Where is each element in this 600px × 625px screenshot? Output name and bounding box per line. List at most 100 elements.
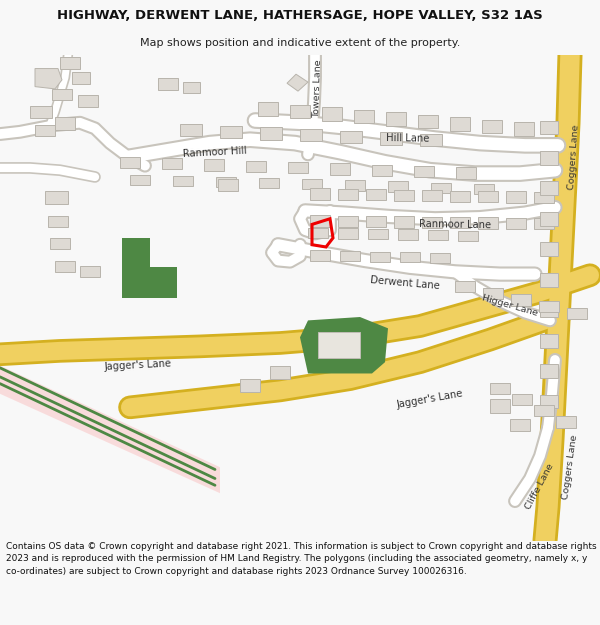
Polygon shape xyxy=(180,124,202,136)
Polygon shape xyxy=(478,191,498,202)
Polygon shape xyxy=(45,191,68,204)
Text: Hill Lane: Hill Lane xyxy=(386,133,430,144)
Polygon shape xyxy=(72,72,90,84)
Polygon shape xyxy=(259,178,279,188)
Polygon shape xyxy=(78,94,98,107)
Polygon shape xyxy=(55,117,75,129)
Polygon shape xyxy=(540,242,558,256)
Polygon shape xyxy=(173,176,193,186)
Polygon shape xyxy=(260,127,282,140)
Polygon shape xyxy=(386,112,406,126)
Polygon shape xyxy=(322,107,342,121)
Polygon shape xyxy=(400,252,420,262)
Polygon shape xyxy=(258,102,278,116)
Polygon shape xyxy=(380,132,402,145)
Polygon shape xyxy=(218,179,238,191)
Text: Towers Lane: Towers Lane xyxy=(313,59,323,118)
Polygon shape xyxy=(35,125,55,136)
Polygon shape xyxy=(539,301,559,312)
Polygon shape xyxy=(130,175,150,185)
Polygon shape xyxy=(388,181,408,192)
Polygon shape xyxy=(430,253,450,262)
Polygon shape xyxy=(540,334,558,348)
Polygon shape xyxy=(318,332,360,357)
Polygon shape xyxy=(300,317,388,374)
Polygon shape xyxy=(60,58,80,69)
Polygon shape xyxy=(183,82,200,93)
Polygon shape xyxy=(394,216,414,227)
Polygon shape xyxy=(216,177,236,187)
Polygon shape xyxy=(204,159,224,171)
Polygon shape xyxy=(310,251,330,261)
Polygon shape xyxy=(422,217,442,228)
Polygon shape xyxy=(340,131,362,143)
Polygon shape xyxy=(456,168,476,179)
Polygon shape xyxy=(418,115,438,128)
Polygon shape xyxy=(455,281,475,292)
Polygon shape xyxy=(338,216,358,227)
Polygon shape xyxy=(556,416,576,428)
Polygon shape xyxy=(372,165,392,176)
Polygon shape xyxy=(534,218,554,229)
Polygon shape xyxy=(345,181,365,191)
Polygon shape xyxy=(474,184,494,194)
Text: Cliffe Lane: Cliffe Lane xyxy=(524,462,556,511)
Text: Higger Lane: Higger Lane xyxy=(481,294,539,318)
Polygon shape xyxy=(120,157,140,168)
Polygon shape xyxy=(338,189,358,200)
Text: HIGHWAY, DERWENT LANE, HATHERSAGE, HOPE VALLEY, S32 1AS: HIGHWAY, DERWENT LANE, HATHERSAGE, HOPE … xyxy=(57,9,543,22)
Polygon shape xyxy=(482,120,502,133)
Polygon shape xyxy=(394,189,414,201)
Polygon shape xyxy=(270,366,290,379)
Polygon shape xyxy=(162,158,182,169)
Polygon shape xyxy=(287,74,308,91)
Polygon shape xyxy=(0,366,220,493)
Polygon shape xyxy=(431,182,451,192)
Polygon shape xyxy=(567,308,587,319)
Polygon shape xyxy=(540,151,558,164)
Polygon shape xyxy=(122,238,177,298)
Text: Map shows position and indicative extent of the property.: Map shows position and indicative extent… xyxy=(140,38,460,48)
Text: Contains OS data © Crown copyright and database right 2021. This information is : Contains OS data © Crown copyright and d… xyxy=(6,542,596,576)
Polygon shape xyxy=(220,126,242,138)
Polygon shape xyxy=(510,419,530,431)
Polygon shape xyxy=(48,216,68,227)
Polygon shape xyxy=(534,405,554,416)
Polygon shape xyxy=(35,69,62,89)
Polygon shape xyxy=(55,261,75,272)
Polygon shape xyxy=(354,110,374,124)
Polygon shape xyxy=(370,251,390,262)
Polygon shape xyxy=(506,191,526,202)
Polygon shape xyxy=(338,228,358,239)
Text: Jagger's Lane: Jagger's Lane xyxy=(396,389,464,410)
Polygon shape xyxy=(308,228,328,238)
Polygon shape xyxy=(450,191,470,202)
Polygon shape xyxy=(30,106,52,118)
Polygon shape xyxy=(450,217,470,228)
Polygon shape xyxy=(240,379,260,391)
Polygon shape xyxy=(490,382,510,394)
Polygon shape xyxy=(540,181,558,195)
Polygon shape xyxy=(50,238,70,249)
Polygon shape xyxy=(478,217,498,229)
Polygon shape xyxy=(450,118,470,131)
Polygon shape xyxy=(300,129,322,141)
Polygon shape xyxy=(290,105,310,119)
Polygon shape xyxy=(366,216,386,227)
Polygon shape xyxy=(368,229,388,239)
Polygon shape xyxy=(80,266,100,278)
Polygon shape xyxy=(540,395,558,409)
Text: Ranmoor Lane: Ranmoor Lane xyxy=(419,219,491,230)
Polygon shape xyxy=(483,288,503,299)
Text: Coggers Lane: Coggers Lane xyxy=(567,124,581,189)
Text: Coggers Lane: Coggers Lane xyxy=(561,434,579,500)
Polygon shape xyxy=(428,230,448,240)
Polygon shape xyxy=(422,190,442,201)
Polygon shape xyxy=(366,189,386,201)
Polygon shape xyxy=(330,163,350,175)
Polygon shape xyxy=(512,394,532,405)
Polygon shape xyxy=(340,251,360,261)
Polygon shape xyxy=(490,399,510,413)
Polygon shape xyxy=(540,364,558,378)
Polygon shape xyxy=(540,121,558,134)
